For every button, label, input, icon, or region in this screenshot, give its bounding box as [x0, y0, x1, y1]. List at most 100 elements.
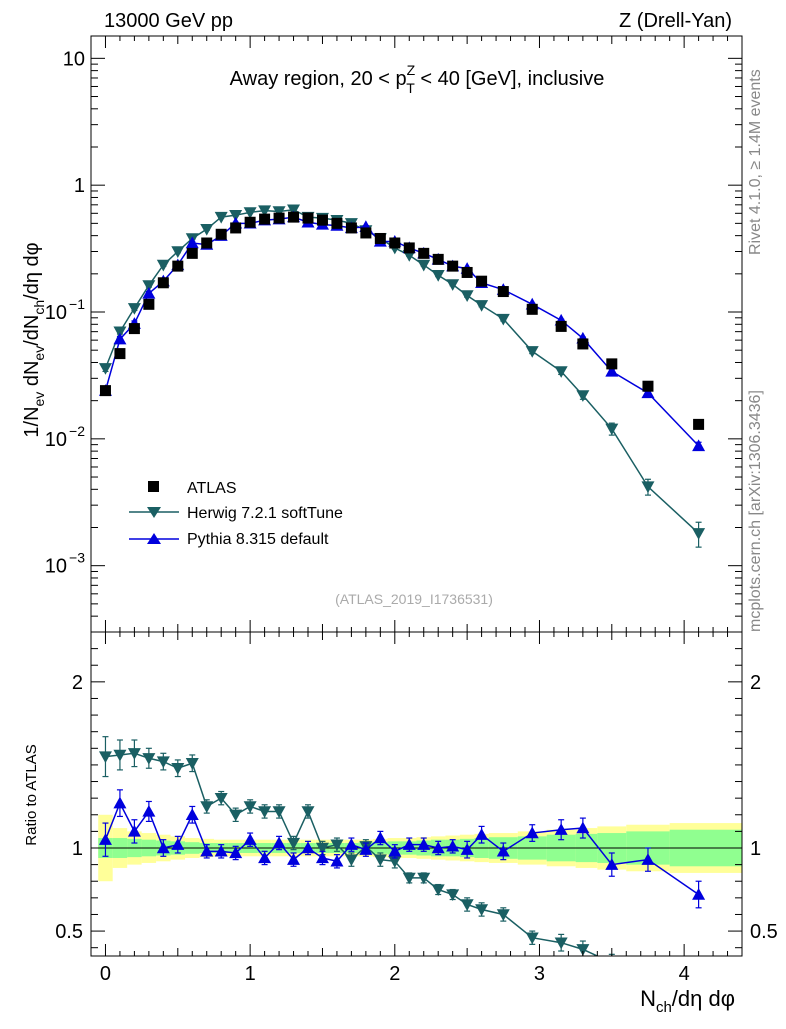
atlas-data-point	[259, 213, 271, 225]
atlas-data-point	[403, 242, 415, 254]
pythia-data-point	[373, 831, 387, 844]
main-ytick-exponent: −3	[69, 550, 85, 566]
herwig-data-point	[127, 303, 141, 315]
herwig-data-point	[98, 751, 112, 764]
ratio-ytick-label-right: 0.5	[750, 921, 778, 943]
xtick-label: 1	[245, 963, 256, 985]
legend-marker-herwig	[147, 507, 161, 518]
atlas-data-point	[316, 214, 328, 226]
herwig-data-point	[460, 899, 474, 911]
atlas-data-point	[99, 385, 111, 397]
atlas-data-point	[360, 227, 372, 239]
atlas-data-point	[555, 320, 567, 332]
xlabel: Nch/dη dφ	[640, 986, 735, 1016]
pythia-data-point	[200, 844, 214, 857]
pythia-data-point	[554, 823, 568, 835]
atlas-data-point	[577, 338, 589, 350]
atlas-data-point	[230, 222, 242, 234]
atlas-data-point	[201, 237, 213, 249]
main-series-line	[104, 208, 700, 534]
herwig-data-point	[301, 806, 315, 818]
ylabel-sub-a: ev	[31, 392, 47, 407]
herwig-data-point	[576, 944, 590, 956]
atlas-data-point	[693, 418, 705, 430]
atlas-data-point	[331, 217, 343, 229]
main-ytick-label: 10	[63, 48, 85, 70]
title-pre: Away region, 20 < p	[230, 68, 407, 90]
ylabel-part-a: 1/N	[21, 406, 43, 437]
ylabel-part-c: /dN	[21, 315, 43, 346]
legend-label-herwig: Herwig 7.2.1 softTune	[187, 505, 343, 522]
herwig-data-point	[229, 209, 243, 222]
ratio-ytick-label: 2	[72, 672, 83, 694]
herwig-data-point	[576, 390, 590, 402]
herwig-data-point	[605, 423, 619, 436]
legend-marker-atlas	[148, 481, 159, 492]
atlas-data-point	[374, 232, 386, 244]
atlas-data-point	[642, 380, 654, 392]
xlabel-part-b: /dη dφ	[672, 986, 735, 1011]
legend-label-atlas: ATLAS	[187, 480, 237, 497]
atlas-data-point	[418, 247, 430, 259]
main-ylabel: 1/Nev dNev/dNch/dη dφ	[21, 242, 47, 437]
herwig-data-point	[692, 528, 706, 540]
atlas-data-point	[302, 212, 314, 224]
ratio-ytick-label-right: 1	[750, 838, 761, 860]
herwig-data-point	[156, 259, 170, 272]
pythia-data-point	[641, 386, 655, 399]
herwig-data-point	[330, 839, 344, 852]
pythia-data-point	[258, 851, 272, 864]
ratio-series-line	[104, 801, 700, 896]
pythia-data-point	[171, 838, 185, 850]
xtick-label: 4	[679, 963, 690, 985]
xlabel-part-a: N	[640, 986, 656, 1011]
pythia-data-point	[344, 838, 358, 850]
herwig-data-point	[496, 909, 510, 921]
rivet-label: Rivet 4.1.0, ≥ 1.4M events	[747, 69, 764, 255]
xtick-label: 3	[534, 963, 545, 985]
herwig-data-point	[156, 756, 170, 769]
ratio-ytick-label: 0.5	[55, 921, 83, 943]
pythia-data-point	[446, 839, 460, 852]
herwig-data-point	[142, 280, 156, 292]
ylabel-sub-b: ev	[31, 346, 47, 361]
pythia-data-point	[525, 826, 539, 839]
pythia-data-point	[214, 844, 228, 857]
pythia-data-point	[605, 364, 619, 377]
atlas-data-point	[526, 303, 538, 315]
pythia-data-point	[156, 841, 170, 854]
herwig-data-point	[214, 792, 228, 805]
herwig-data-point	[113, 326, 127, 339]
ylabel-sub-c: ch	[31, 300, 47, 315]
pythia-data-point	[127, 824, 141, 837]
title-post: < 40 [GeV], inclusive	[415, 68, 605, 90]
main-ytick-label: 10	[45, 556, 67, 578]
atlas-data-point	[606, 358, 618, 370]
herwig-data-point	[525, 346, 539, 358]
pythia-data-point	[185, 808, 199, 820]
pythia-data-point	[301, 841, 315, 854]
atlas-data-point	[114, 348, 126, 360]
herwig-data-point	[496, 313, 510, 326]
pythia-data-point	[142, 286, 156, 299]
herwig-data-point	[272, 806, 286, 818]
atlas-data-point	[345, 222, 357, 234]
xtick-label: 2	[389, 963, 400, 985]
pythia-data-point	[287, 853, 301, 865]
herwig-data-point	[113, 749, 127, 762]
legend-label-pythia: Pythia 8.315 default	[187, 531, 329, 548]
atlas-data-point	[476, 275, 488, 287]
ratio-panel: 0 1 2 3 4 0.5 0.5 1 1 2 2	[55, 631, 778, 985]
pythia-data-point	[185, 236, 199, 249]
herwig-data-point	[287, 837, 301, 850]
pythia-data-point	[692, 439, 706, 452]
energy-label: 13000 GeV pp	[104, 10, 233, 32]
pythia-data-point	[98, 833, 112, 845]
atlas-data-point	[432, 253, 444, 265]
ratio-frame	[90, 631, 743, 957]
process-label: Z (Drell-Yan)	[619, 10, 732, 32]
pythia-data-point	[113, 332, 127, 345]
pythia-data-point	[641, 853, 655, 865]
